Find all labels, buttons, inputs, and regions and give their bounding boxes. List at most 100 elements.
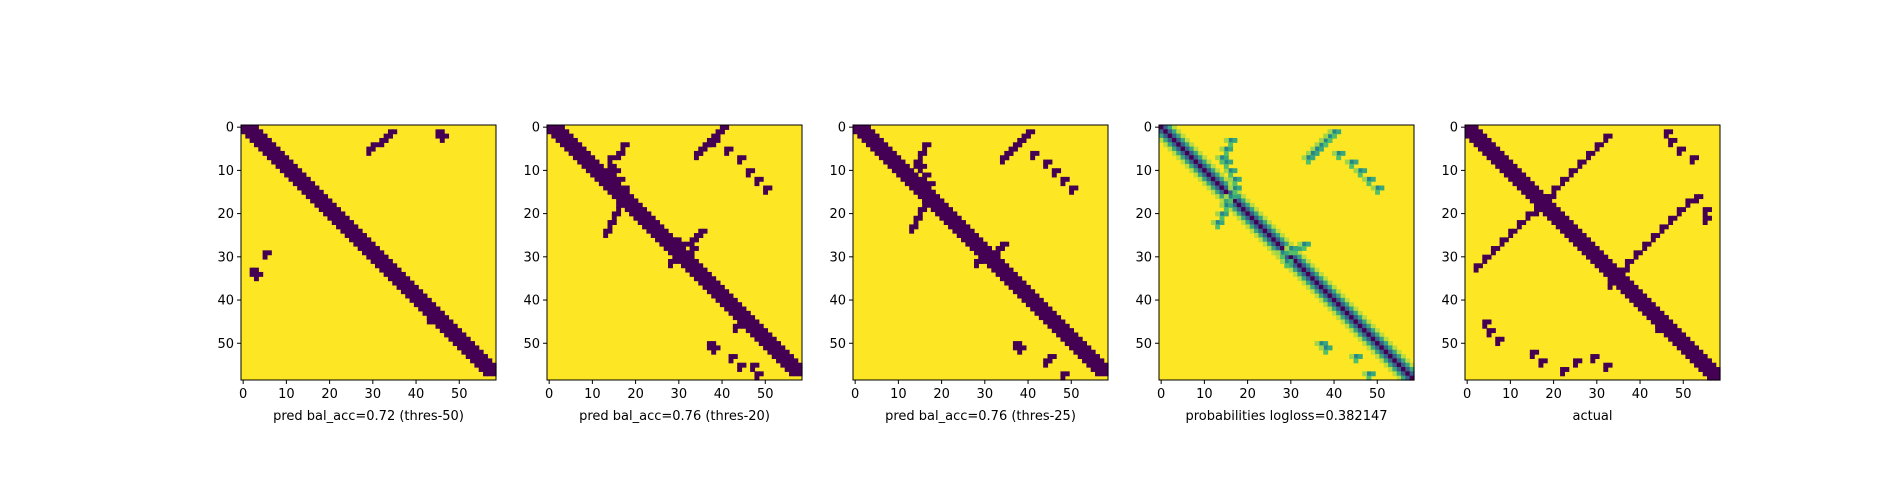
diagonal-cell bbox=[1189, 168, 1195, 174]
diagonal-cell bbox=[439, 328, 445, 334]
diagonal-cell bbox=[478, 367, 484, 372]
anti-diagonal-cell bbox=[1503, 237, 1509, 243]
diagonal-cell bbox=[737, 302, 743, 308]
curve-cell bbox=[913, 163, 919, 169]
diagonal-cell bbox=[1482, 146, 1488, 152]
curve-cell bbox=[763, 189, 769, 195]
curve-cell bbox=[930, 181, 936, 187]
diagonal-cell bbox=[353, 228, 359, 234]
diagonal-cell bbox=[728, 310, 734, 316]
diagonal-cell bbox=[1650, 315, 1656, 321]
diagonal-cell bbox=[633, 211, 639, 217]
diagonal-cell bbox=[1344, 310, 1350, 316]
diagonal-cell bbox=[266, 142, 272, 148]
diagonal-cell bbox=[1375, 341, 1381, 347]
diagonal-cell bbox=[1340, 302, 1346, 308]
diagonal-cell bbox=[1362, 328, 1368, 334]
diagonal-cell bbox=[258, 133, 264, 139]
diagonal-cell bbox=[594, 163, 600, 169]
diagonal-cell bbox=[1099, 362, 1105, 368]
diagonal-cell bbox=[1280, 237, 1285, 243]
diagonal-cell bbox=[1310, 271, 1316, 277]
curve-cell bbox=[1030, 129, 1036, 135]
diagonal-cell bbox=[1056, 332, 1062, 338]
diagonal-cell bbox=[870, 146, 876, 152]
diagonal-cell bbox=[689, 254, 695, 260]
diagonal-cell bbox=[1655, 319, 1661, 325]
diagonal-cell bbox=[581, 163, 587, 169]
soft-curve-cell bbox=[1228, 172, 1234, 178]
blob-cell bbox=[1021, 345, 1027, 351]
diagonal-cell bbox=[1051, 319, 1057, 325]
diagonal-cell bbox=[719, 293, 725, 299]
soft-curve-cell bbox=[1318, 345, 1324, 351]
diagonal-cell bbox=[917, 194, 923, 200]
diagonal-cell bbox=[1314, 289, 1320, 295]
blob-cell bbox=[1538, 198, 1544, 204]
diagonal-cell bbox=[948, 224, 953, 230]
soft-curve-cell bbox=[1331, 129, 1337, 135]
blob-cell bbox=[1659, 315, 1665, 321]
diagonal-cell bbox=[564, 133, 570, 139]
diagonal-cell bbox=[1707, 375, 1712, 381]
diagonal-cell bbox=[418, 289, 424, 295]
diagonal-cell bbox=[598, 168, 604, 174]
diagonal-cell bbox=[1379, 336, 1385, 342]
diagonal-cell bbox=[878, 142, 884, 148]
curve-cell bbox=[624, 194, 630, 200]
curve-cell bbox=[711, 137, 717, 143]
diagonal-cell bbox=[1202, 168, 1208, 174]
anti-diagonal-cell bbox=[1564, 176, 1570, 182]
x-tick-label: 20 bbox=[321, 387, 338, 402]
diagonal-cell bbox=[853, 129, 858, 135]
soft-curve-cell bbox=[1305, 155, 1311, 161]
diagonal-cell bbox=[1184, 159, 1190, 165]
diagonal-cell bbox=[926, 202, 932, 208]
y-tick-label: 50 bbox=[1135, 337, 1152, 352]
curve-cell bbox=[706, 137, 712, 143]
diagonal-cell bbox=[1038, 306, 1044, 312]
curve-cell bbox=[999, 246, 1005, 251]
soft-curve-cell bbox=[1362, 176, 1368, 182]
diagonal-cell bbox=[974, 246, 979, 251]
diagonal-cell bbox=[1694, 354, 1699, 359]
diagonal-cell bbox=[995, 263, 1001, 269]
diagonal-cell bbox=[1685, 354, 1691, 359]
blob-cell bbox=[1529, 354, 1535, 359]
curve-cell bbox=[719, 129, 725, 135]
diagonal-cell bbox=[1711, 362, 1717, 368]
curve-cell bbox=[999, 155, 1005, 161]
diagonal-cell bbox=[284, 168, 290, 174]
diagonal-cell bbox=[249, 133, 255, 139]
diagonal-cell bbox=[1292, 258, 1298, 264]
diagonal-cell bbox=[1629, 293, 1635, 299]
diagonal-cell bbox=[581, 146, 587, 152]
diagonal-cell bbox=[1624, 284, 1630, 290]
curve-cell bbox=[711, 142, 717, 148]
diagonal-cell bbox=[1529, 194, 1535, 200]
diagonal-cell bbox=[1254, 211, 1259, 217]
diagonal-cell bbox=[943, 202, 949, 208]
diagonal-cell bbox=[607, 189, 613, 195]
diagonal-cell bbox=[292, 168, 298, 174]
diagonal-cell bbox=[668, 250, 673, 256]
blob-cell bbox=[1534, 198, 1540, 204]
diagonal-cell bbox=[1215, 194, 1221, 200]
diagonal-cell bbox=[465, 349, 471, 355]
diagonal-cell bbox=[878, 150, 884, 156]
diagonal-cell bbox=[1702, 362, 1708, 368]
diagonal-cell bbox=[1167, 142, 1173, 148]
diagonal-cell bbox=[930, 207, 936, 213]
diagonal-cell bbox=[1271, 228, 1277, 234]
diagonal-cell bbox=[1590, 254, 1596, 260]
diagonal-cell bbox=[577, 155, 583, 161]
anti-diagonal-cell bbox=[1577, 163, 1583, 169]
curve-cell bbox=[1004, 150, 1010, 156]
diagonal-cell bbox=[1620, 280, 1626, 286]
diagonal-cell bbox=[491, 362, 497, 368]
diagonal-cell bbox=[435, 306, 441, 312]
diagonal-cell bbox=[1336, 306, 1342, 312]
diagonal-cell bbox=[491, 371, 497, 377]
diagonal-cell bbox=[883, 150, 889, 156]
curve-cell bbox=[1017, 142, 1023, 148]
